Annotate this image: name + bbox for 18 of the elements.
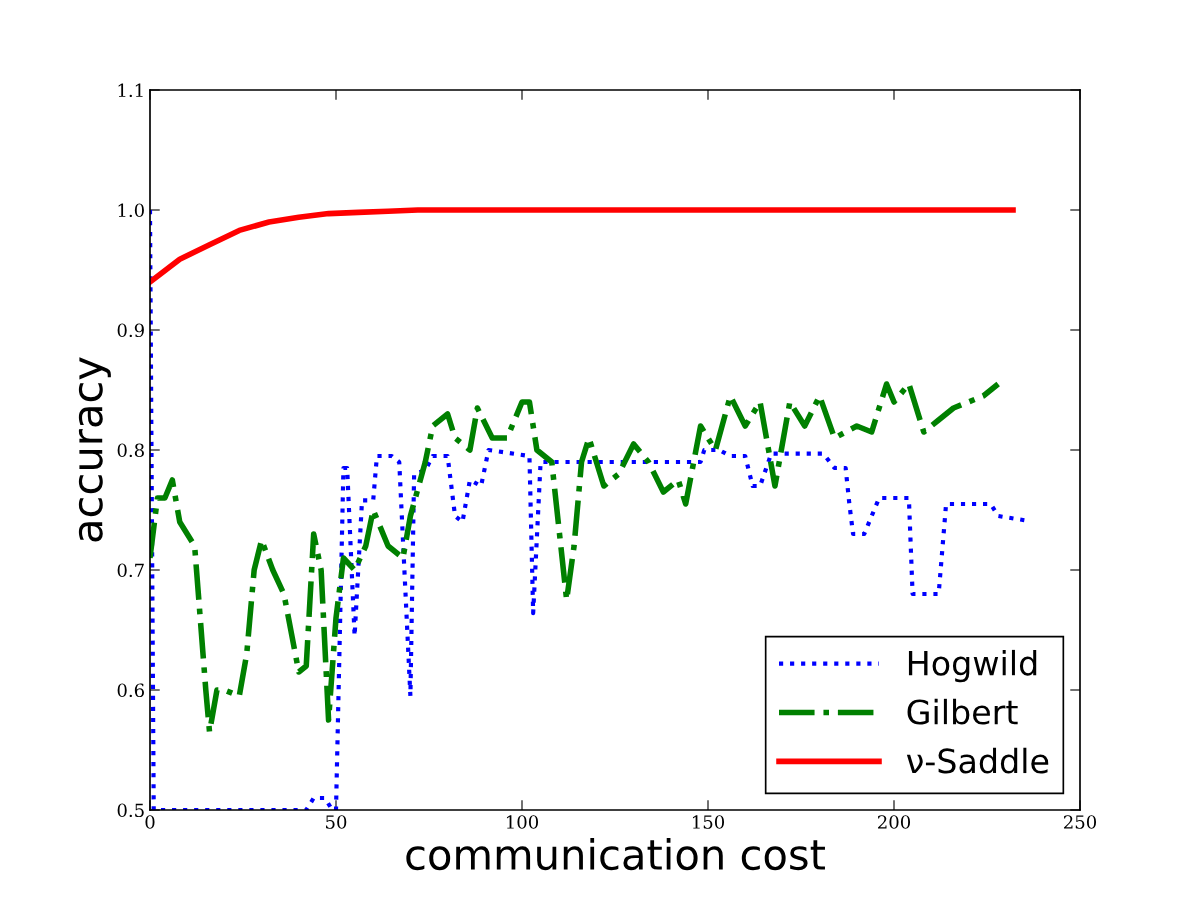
y-tick-label: 0.6 xyxy=(117,683,144,698)
legend-label: ν-Saddle xyxy=(906,747,1049,774)
x-tick-label: 0 xyxy=(145,815,155,829)
y-tick-label: 0.5 xyxy=(117,803,144,818)
y-tick-label: 0.9 xyxy=(117,323,144,338)
legend-label: Gilbert xyxy=(907,698,1018,725)
x-tick-label: 100 xyxy=(506,815,539,829)
x-tick-label: 50 xyxy=(326,815,347,829)
y-tick-label: 1.1 xyxy=(118,83,143,98)
x-tick-label: 250 xyxy=(1063,815,1097,829)
y-tick-label: 1.0 xyxy=(118,203,144,218)
y-tick-label: 0.7 xyxy=(117,563,144,578)
y-tick-label: 0.8 xyxy=(117,443,144,458)
y-axis-title: accuracy xyxy=(78,357,111,542)
legend-label: Hogwild xyxy=(908,649,1037,683)
x-tick-label: 200 xyxy=(877,815,911,829)
x-tick-label: 150 xyxy=(692,815,725,829)
x-axis-title: communication cost xyxy=(406,837,825,871)
